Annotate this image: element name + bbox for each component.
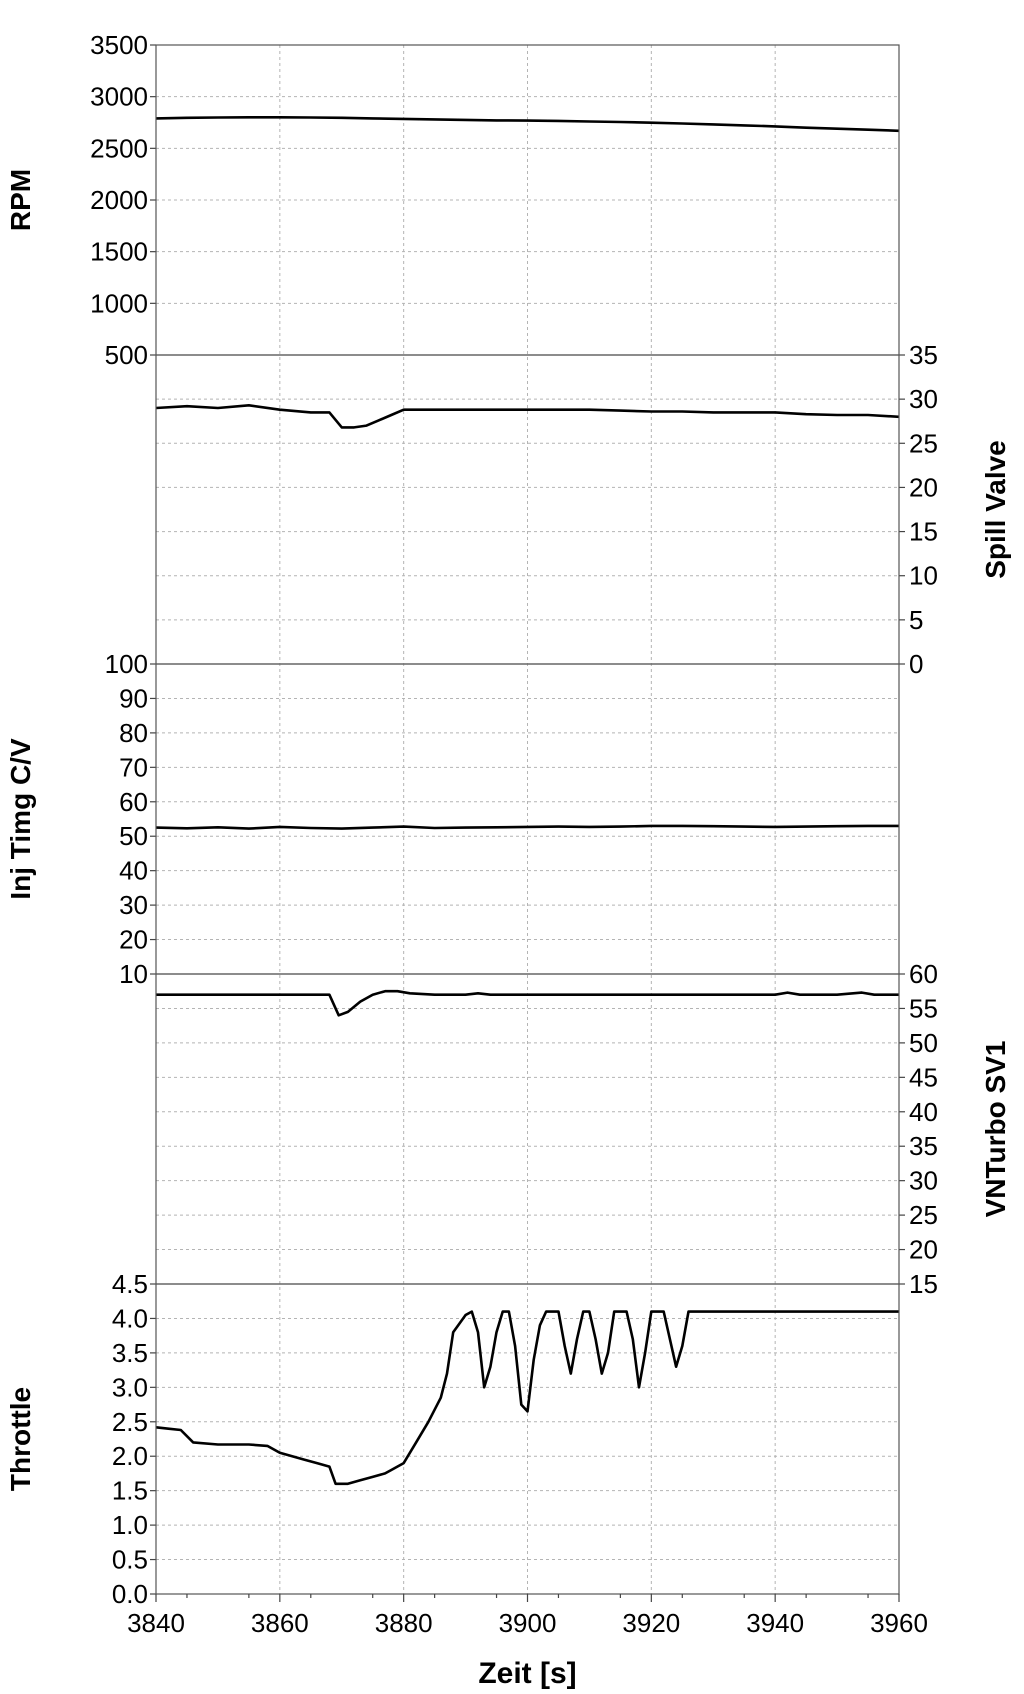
y-tick-label: 5 [909,605,923,635]
y-tick-label: 40 [909,1097,938,1127]
y-tick-label: 3.5 [112,1338,148,1368]
x-tick-label: 3840 [127,1608,185,1638]
y-tick-label: 40 [119,856,148,886]
series-line [155,116,900,133]
y-tick-label: 20 [909,472,938,502]
y-tick-label: 30 [119,890,148,920]
y-tick-label: 20 [119,925,148,955]
y-tick-label: 25 [909,1200,938,1230]
y-tick-label: 35 [909,1131,938,1161]
y-tick-label: 2000 [90,185,148,215]
series-line [155,404,900,429]
x-tick-label: 3900 [499,1608,557,1638]
y-tick-label: 70 [119,752,148,782]
y-tick-label: 50 [119,821,148,851]
y-tick-label: 4.0 [112,1303,148,1333]
y-tick-label: 15 [909,1269,938,1299]
y-tick-label: 4.5 [112,1269,148,1299]
x-tick-label: 3940 [746,1608,804,1638]
panel-5: 0.0 0.5 1.0 1.5 2.0 2.5 3.0 3.5 4.0 4.5 Throttle [5,1269,899,1609]
series-line [156,989,899,1017]
y-tick-label: 500 [105,340,148,370]
y-tick-label: 3000 [90,82,148,112]
y-tick-label: 0.5 [112,1545,148,1575]
x-axis-label: Zeit [s] [478,1657,576,1690]
panel-4: 15 20 25 30 35 40 45 50 55 60 VNTurbo SV1 [156,959,1011,1299]
panel-1: 500 1000 1500 2000 2500 3000 3500 RPM [5,30,900,370]
y-tick-label: 1000 [90,288,148,318]
y-tick-label: 10 [119,959,148,989]
y-tick-label: 35 [909,340,938,370]
y-tick-label: 1.0 [112,1510,148,1540]
y-tick-label: 1.5 [112,1476,148,1506]
x-tick-label: 3860 [251,1608,309,1638]
y-tick-label: 0.0 [112,1579,148,1609]
y-tick-label: 60 [909,959,938,989]
y-tick-label: 15 [909,517,938,547]
y-tick-label: 25 [909,428,938,458]
panel-2: 0 5 10 15 20 25 30 35 Spill Valve [155,340,1011,679]
y-axis-label: Inj Timg C/V [5,738,36,900]
y-axis-label: Spill Valve [980,440,1011,579]
x-tick-label: 3920 [622,1608,680,1638]
x-tick-label: 3880 [375,1608,433,1638]
y-tick-label: 2.0 [112,1441,148,1471]
y-tick-label: 30 [909,384,938,414]
y-tick-label: 20 [909,1235,938,1265]
y-axis-label: RPM [5,169,36,231]
y-tick-label: 45 [909,1062,938,1092]
y-axis-label: VNTurbo SV1 [980,1041,1011,1218]
y-tick-label: 55 [909,993,938,1023]
y-tick-label: 2.5 [112,1407,148,1437]
y-axis-label: Throttle [5,1387,36,1491]
y-tick-label: 0 [909,649,923,679]
panel-3: 10 20 30 40 50 60 70 80 90 100 Inj Timg C/V [5,649,899,989]
series-line [155,1310,899,1486]
y-tick-label: 3500 [90,30,148,60]
y-tick-label: 2500 [90,133,148,163]
y-tick-label: 100 [105,649,148,679]
y-tick-label: 50 [909,1028,938,1058]
y-tick-label: 10 [909,561,938,591]
y-tick-label: 90 [119,683,148,713]
y-tick-label: 80 [119,718,148,748]
series-line [155,824,899,830]
x-tick-label: 3960 [870,1608,928,1638]
y-tick-label: 60 [119,787,148,817]
y-tick-label: 30 [909,1166,938,1196]
y-tick-label: 1500 [90,237,148,267]
y-tick-label: 3.0 [112,1372,148,1402]
